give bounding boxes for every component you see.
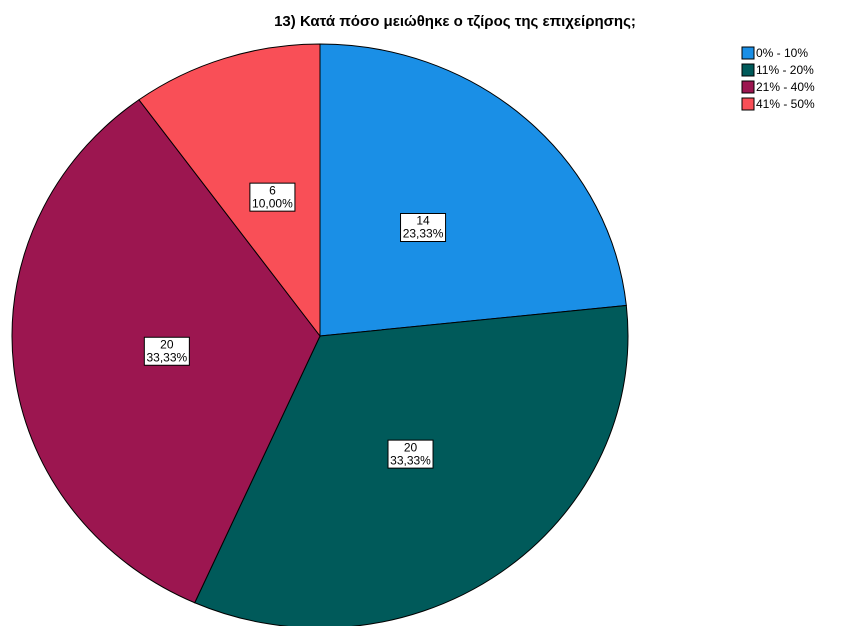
legend-swatch bbox=[741, 80, 755, 94]
legend-label: 21% - 40% bbox=[756, 80, 815, 94]
pie-slice bbox=[138, 43, 321, 338]
legend-swatch bbox=[741, 97, 755, 111]
value-label: 6 bbox=[269, 183, 276, 197]
percent-label: 23,33% bbox=[403, 227, 444, 241]
percent-label: 10,00% bbox=[252, 196, 293, 210]
label-box bbox=[400, 213, 447, 243]
value-label: 20 bbox=[404, 440, 418, 454]
label-box bbox=[143, 336, 190, 366]
legend-swatch bbox=[741, 63, 755, 77]
percent-label: 33,33% bbox=[146, 350, 187, 364]
chart-title: 13) Κατά πόσο μειώθηκε ο τζίρος της επιχ… bbox=[274, 13, 636, 30]
pie-slice bbox=[319, 43, 627, 337]
legend-label: 41% - 50% bbox=[756, 97, 815, 111]
legend-label: 11% - 20% bbox=[756, 63, 814, 77]
legend-swatch bbox=[741, 46, 755, 60]
legend-label: 0% - 10% bbox=[756, 46, 808, 60]
label-box bbox=[387, 439, 434, 469]
percent-label: 33,33% bbox=[390, 453, 431, 467]
label-box bbox=[249, 182, 296, 212]
value-label: 20 bbox=[160, 337, 174, 351]
data-label: 610,00% bbox=[249, 182, 296, 212]
value-label: 14 bbox=[416, 214, 430, 228]
